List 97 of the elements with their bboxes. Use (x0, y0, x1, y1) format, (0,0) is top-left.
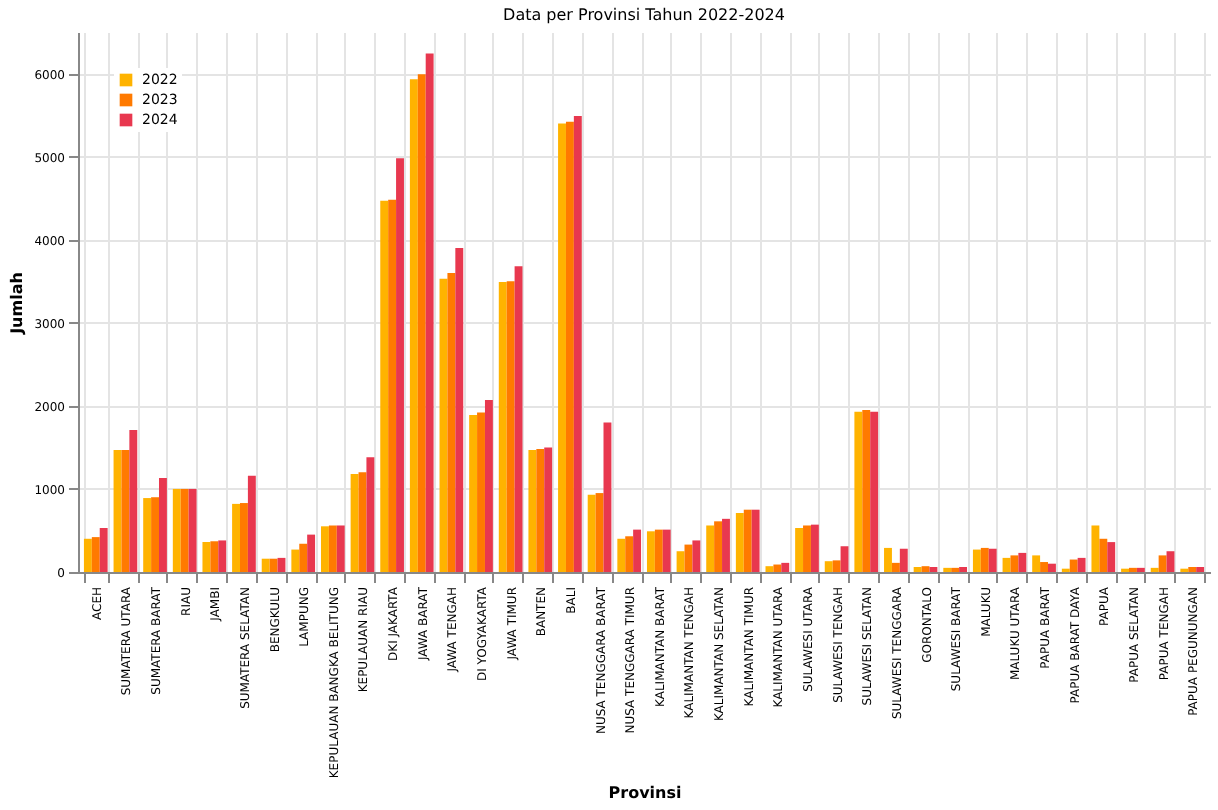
bar (714, 521, 723, 572)
bar (1158, 555, 1167, 572)
bar (188, 488, 197, 572)
bar (587, 494, 596, 572)
bar (781, 562, 790, 572)
bar (854, 411, 863, 572)
bar (484, 400, 493, 572)
x-axis-title: Provinsi (608, 784, 682, 803)
y-axis-title: Jumlah (8, 271, 27, 336)
bar (172, 488, 181, 572)
bar (121, 449, 130, 572)
bar (617, 538, 626, 572)
bar (765, 566, 774, 572)
bar (573, 115, 582, 572)
bar (1099, 538, 1108, 572)
bar (654, 529, 663, 572)
bar (862, 410, 871, 572)
bar (99, 527, 108, 572)
bar (773, 564, 782, 572)
bar (328, 525, 337, 572)
bar (409, 79, 418, 572)
bar (151, 497, 159, 572)
bar (380, 200, 389, 572)
bar (514, 266, 523, 572)
bar (1069, 559, 1078, 572)
bar (143, 498, 152, 572)
bar (980, 547, 989, 572)
bar (803, 525, 811, 572)
bar (692, 540, 701, 572)
bar (595, 493, 604, 572)
bar (1048, 563, 1056, 572)
bar (684, 544, 693, 572)
bar (1107, 542, 1116, 572)
bar (1010, 555, 1019, 572)
bar (350, 473, 359, 572)
bar (722, 518, 730, 572)
bar (129, 429, 138, 572)
bar (396, 158, 404, 572)
bar (810, 524, 819, 572)
bar (232, 503, 240, 572)
bar (180, 488, 189, 572)
bar (477, 412, 485, 572)
bar (646, 531, 655, 572)
bar (210, 541, 219, 572)
bar (307, 534, 316, 572)
bar (388, 199, 397, 572)
bar (528, 449, 537, 572)
bar (1077, 557, 1086, 572)
bar (899, 548, 908, 572)
bar (1091, 525, 1100, 572)
chart-title: Data per Provinsi Tahun 2022-2024 (503, 6, 785, 24)
bar (425, 53, 434, 572)
bar (417, 74, 426, 572)
bar (565, 121, 574, 572)
bar (1018, 552, 1027, 572)
bar (366, 457, 375, 572)
bar (625, 536, 634, 572)
bar (743, 509, 752, 572)
bar (870, 411, 879, 572)
bar (1166, 551, 1175, 572)
bar (536, 449, 545, 572)
bar (320, 526, 329, 572)
bar (498, 282, 507, 572)
bar (218, 540, 227, 572)
bar (83, 538, 92, 572)
bar (824, 561, 833, 572)
bar (299, 543, 308, 572)
bar (291, 549, 300, 572)
bar (469, 414, 478, 572)
bar (558, 123, 566, 572)
bar (988, 548, 997, 572)
bar (735, 513, 744, 572)
bar (751, 509, 760, 572)
bar (159, 478, 167, 572)
bar (633, 529, 642, 572)
bar (91, 537, 100, 572)
bar (269, 558, 278, 572)
bar (706, 525, 715, 572)
bar (884, 547, 892, 572)
bar (795, 527, 804, 572)
bar (247, 475, 256, 572)
bar (832, 560, 841, 572)
bar (240, 503, 248, 572)
bar (972, 549, 981, 572)
bar (921, 566, 930, 572)
bar (202, 542, 211, 572)
bar (506, 281, 515, 572)
bar (455, 248, 464, 572)
bar (1040, 562, 1048, 572)
bar (261, 558, 270, 572)
bar (891, 562, 900, 572)
bar (447, 272, 456, 572)
bar (662, 529, 671, 572)
bar (676, 551, 685, 572)
bar (544, 447, 553, 572)
bar (336, 525, 345, 572)
bar (1032, 555, 1041, 572)
